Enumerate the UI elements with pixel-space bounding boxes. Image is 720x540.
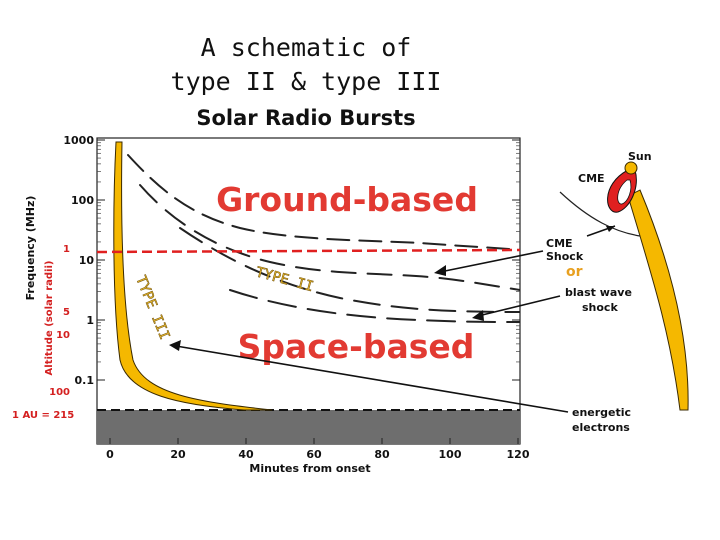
altitude-tick-label: 10: [56, 330, 70, 341]
cme-shock-label: CME Shock: [546, 237, 584, 263]
y-axis-label: Frequency (MHz): [24, 196, 37, 301]
ground-band: [97, 410, 520, 444]
x-tick-label: 0: [106, 448, 114, 461]
arrow-head-type-ii-upper: [434, 265, 446, 276]
title-line-2: type II & type III: [171, 67, 442, 96]
altitude-axis-label: Altitude (solar radii): [44, 261, 55, 376]
altitude-tick-label: 100: [49, 387, 70, 398]
arrow-to-type-ii-lower: [477, 295, 561, 317]
arrow-head-type-iii: [169, 340, 181, 351]
title-line-3: Solar Radio Bursts: [196, 106, 415, 130]
type-ii-lane-lower: [179, 227, 520, 313]
type-ii-lane-bottom: [229, 289, 520, 323]
blast-wave-line-1: blast wave: [565, 286, 632, 299]
electrons-line-2: electrons: [572, 421, 630, 434]
ionosphere-divider: [96, 248, 521, 254]
y-tick-label: 1: [86, 314, 94, 327]
x-tick-label: 60: [306, 448, 322, 461]
blast-wave-label: blast wave shock: [565, 286, 636, 314]
cme-front: [559, 191, 641, 237]
type-iii-burst: [113, 141, 273, 411]
y-tick-label: 0.1: [75, 374, 95, 387]
cme-shock-line-2: Shock: [546, 250, 584, 263]
y-tick-label: 1000: [63, 134, 94, 147]
space-based-label: Space-based: [238, 327, 475, 366]
type-iii-trajectory: [627, 189, 689, 411]
y-tick-label: 10: [79, 254, 95, 267]
ground-based-label: Ground-based: [216, 180, 478, 219]
sun-label: Sun: [628, 150, 652, 163]
or-label: or: [566, 264, 583, 280]
x-tick-label: 40: [238, 448, 254, 461]
arrow-to-type-ii-upper: [439, 250, 544, 273]
one-au-label: 1 AU = 215: [12, 410, 74, 421]
x-tick-label: 20: [170, 448, 186, 461]
arrow-head-type-ii-lower: [472, 310, 484, 321]
type-ii-bursts: [127, 154, 520, 323]
blast-wave-line-2: shock: [582, 301, 618, 314]
cme-loop-inner: [617, 179, 632, 205]
cme-arrow-head: [606, 226, 615, 232]
x-tick-label: 120: [507, 448, 530, 461]
sun-schematic: Sun CME: [559, 150, 689, 411]
y-tick-label: 100: [71, 194, 94, 207]
x-tick-label: 100: [439, 448, 462, 461]
x-tick-label: 80: [374, 448, 390, 461]
axis-ticks: 0 20 40 60 80 100 120 1000 100 10 1 0.1 1 5 10 100: [49, 134, 530, 461]
type-ii-lane-upper: [127, 154, 520, 251]
sun-icon: [624, 161, 638, 175]
altitude-tick-label: 1: [63, 244, 70, 255]
title-line-1: A schematic of: [201, 33, 412, 62]
cme-shock-line-1: CME: [546, 237, 573, 250]
x-axis-label: Minutes from onset: [249, 462, 370, 475]
cme-label: CME: [578, 172, 605, 185]
electrons-label: energetic electrons: [572, 406, 635, 434]
altitude-tick-label: 5: [63, 307, 70, 318]
type-ii-lane-middle: [139, 184, 520, 291]
pointer-arrows: [169, 250, 569, 413]
electrons-line-1: energetic: [572, 406, 631, 419]
arrow-to-type-iii: [175, 345, 569, 413]
